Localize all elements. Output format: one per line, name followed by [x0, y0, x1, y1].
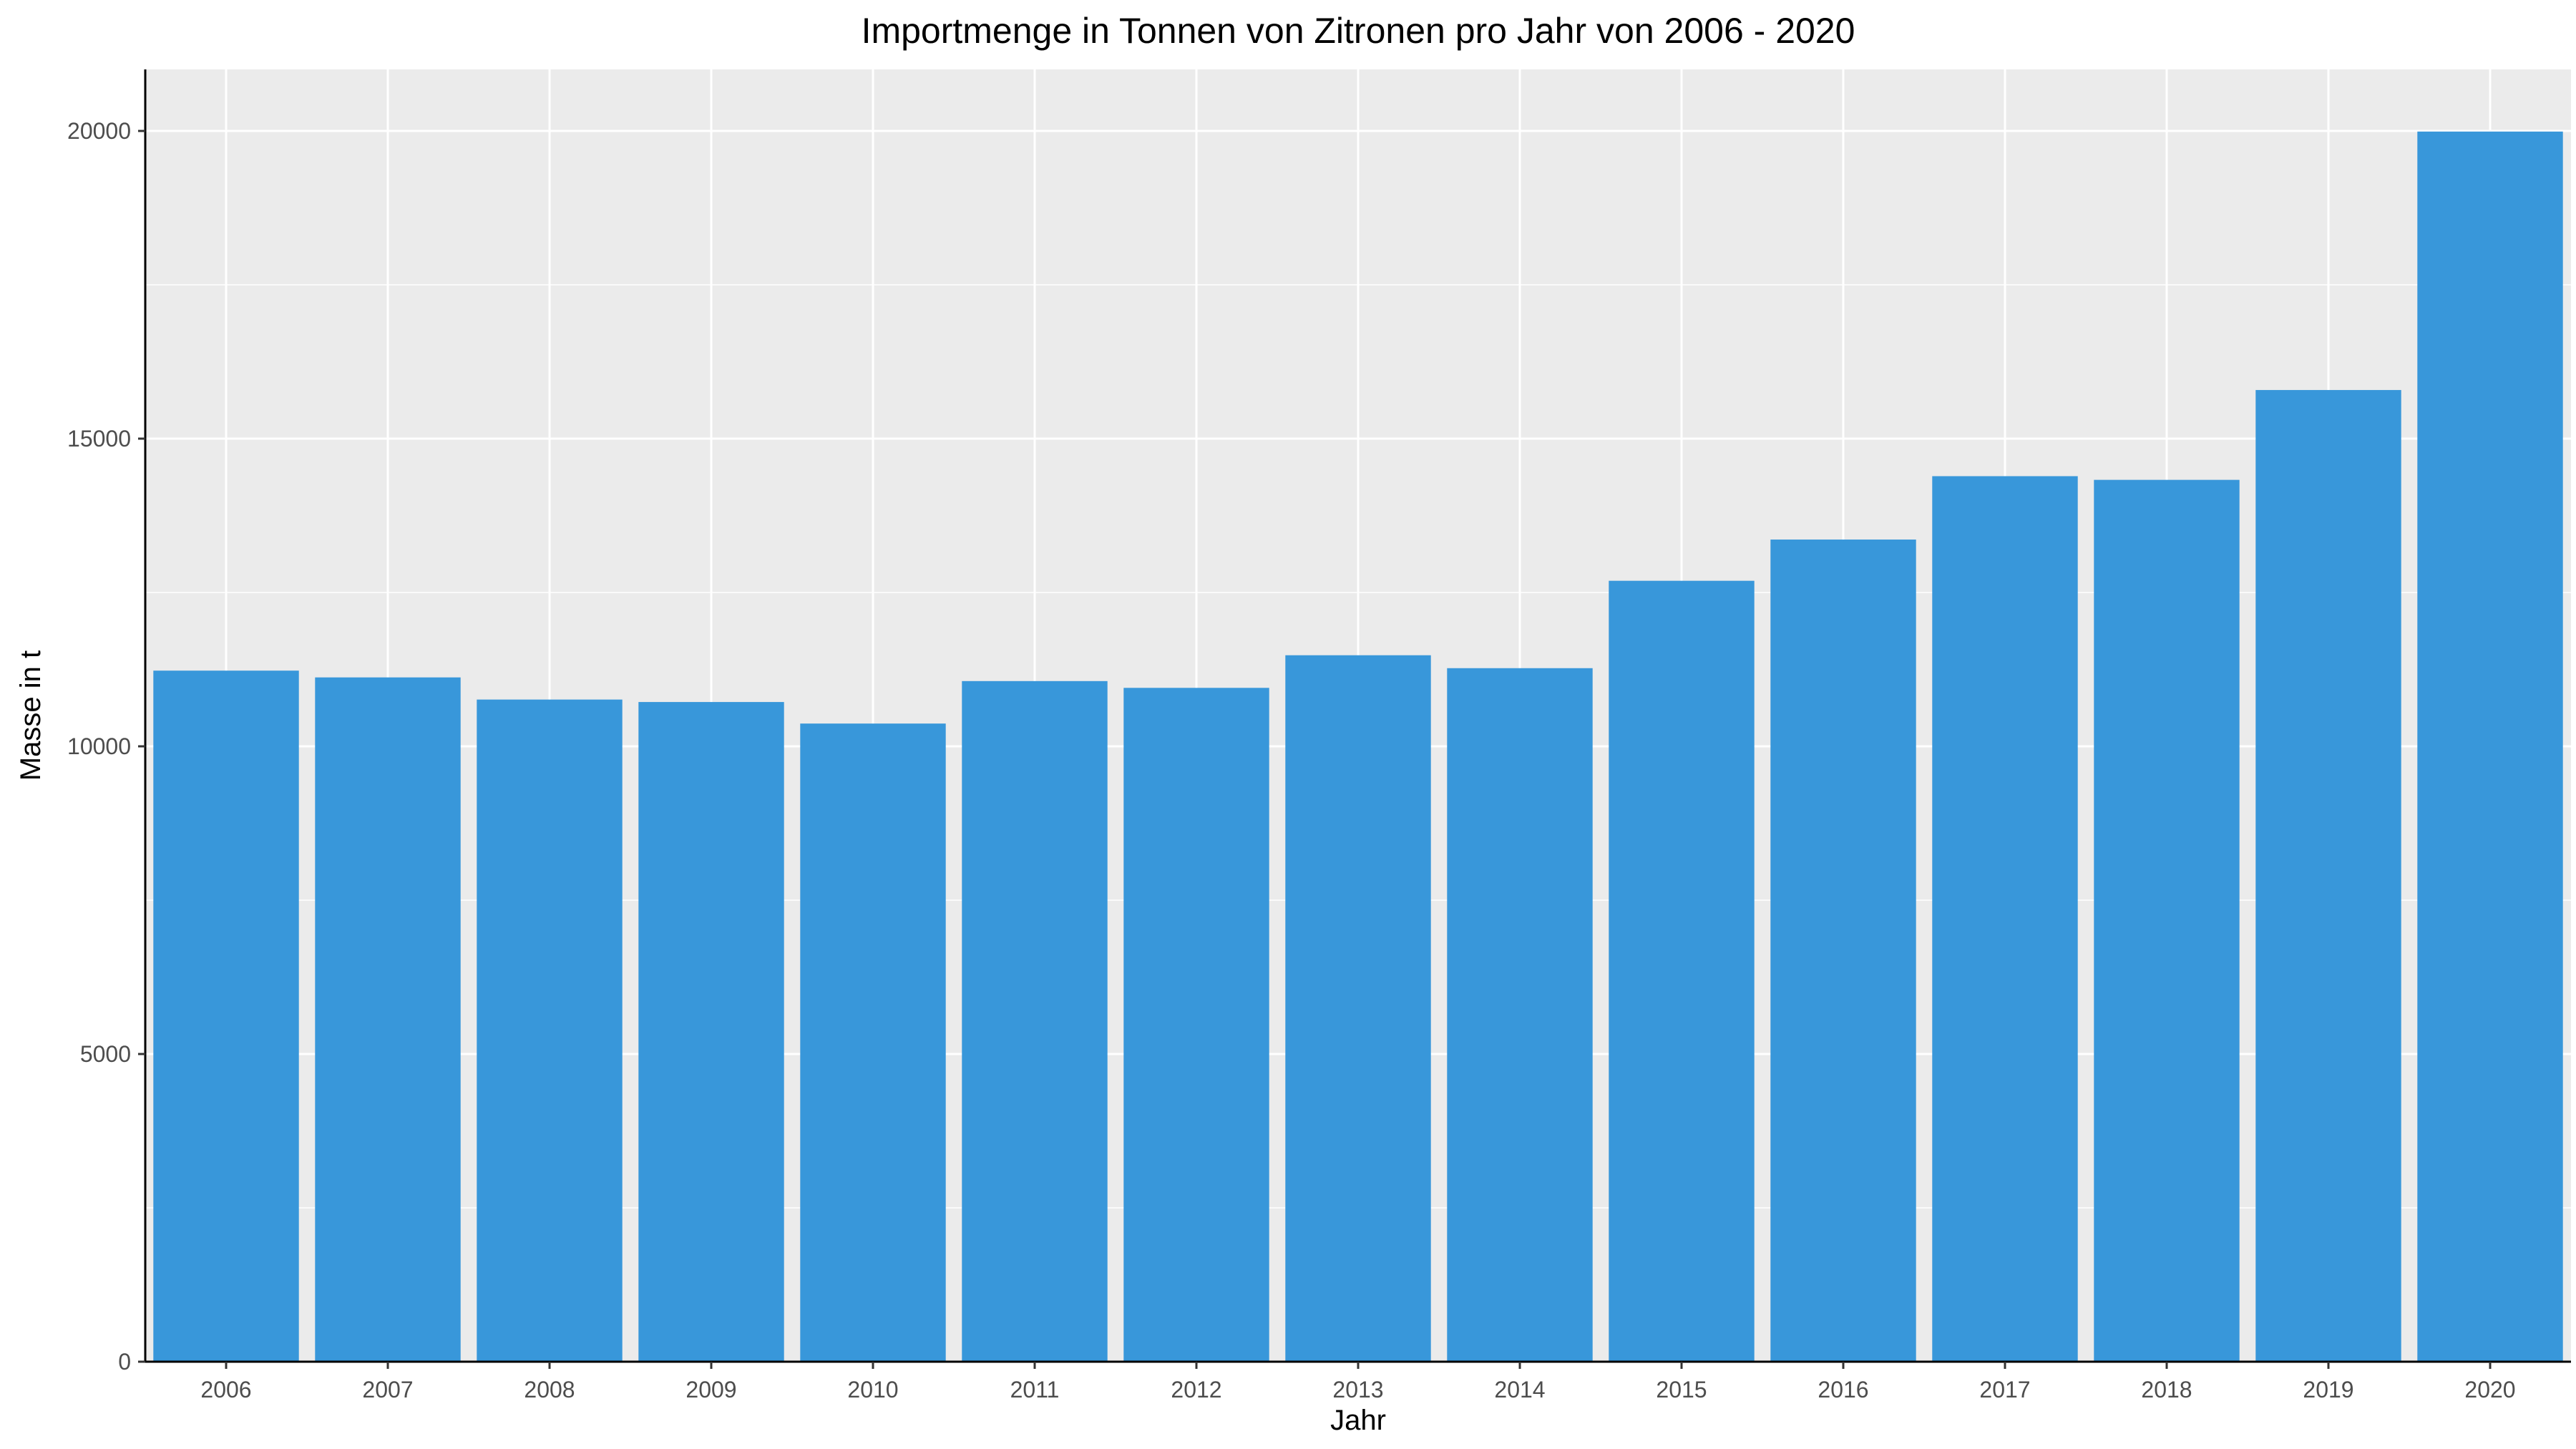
y-tick-label: 0 — [118, 1349, 131, 1375]
bar-2014 — [1447, 668, 1593, 1362]
bars — [153, 131, 2563, 1362]
bar-2009 — [638, 702, 784, 1362]
x-tick-label: 2014 — [1494, 1377, 1545, 1402]
bar-2013 — [1285, 655, 1431, 1362]
bar-2020 — [2417, 131, 2563, 1362]
x-tick-label: 2010 — [847, 1377, 898, 1402]
x-tick-label: 2015 — [1656, 1377, 1707, 1402]
y-tick-label: 5000 — [80, 1041, 131, 1067]
x-tick-label: 2020 — [2464, 1377, 2515, 1402]
x-tick-label: 2019 — [2303, 1377, 2353, 1402]
bar-2008 — [477, 699, 623, 1362]
bar-2018 — [2094, 479, 2240, 1362]
x-tick-label: 2009 — [686, 1377, 736, 1402]
bar-2016 — [1770, 540, 1916, 1362]
x-tick-label: 2013 — [1332, 1377, 1383, 1402]
x-tick-label: 2016 — [1818, 1377, 1868, 1402]
chart-title: Importmenge in Tonnen von Zitronen pro J… — [862, 11, 1855, 51]
x-axis-title: Jahr — [1330, 1405, 1386, 1436]
y-axis-title: Masse in t — [15, 650, 47, 781]
bar-2011 — [962, 680, 1108, 1362]
bar-2007 — [315, 677, 461, 1362]
x-tick-label: 2017 — [1979, 1377, 2030, 1402]
bar-2010 — [800, 723, 946, 1362]
y-tick-label: 20000 — [67, 118, 131, 144]
bar-2012 — [1123, 688, 1269, 1362]
x-tick-label: 2007 — [362, 1377, 413, 1402]
x-axis-ticks: 2006 2007 2008 2009 2010 2011 2012 2013 2014 2015… — [200, 1362, 2516, 1402]
x-tick-label: 2018 — [2141, 1377, 2192, 1402]
x-tick-label: 2006 — [200, 1377, 251, 1402]
bar-2017 — [1932, 476, 2078, 1362]
y-tick-label: 10000 — [67, 733, 131, 759]
bar-2006 — [153, 670, 299, 1362]
y-axis-ticks: 0 5000 10000 15000 20000 — [67, 118, 145, 1375]
x-tick-label: 2008 — [524, 1377, 575, 1402]
bar-2015 — [1609, 580, 1755, 1362]
x-tick-label: 2011 — [1010, 1377, 1060, 1402]
bar-2019 — [2255, 390, 2401, 1362]
y-tick-label: 15000 — [67, 426, 131, 452]
x-tick-label: 2012 — [1171, 1377, 1221, 1402]
